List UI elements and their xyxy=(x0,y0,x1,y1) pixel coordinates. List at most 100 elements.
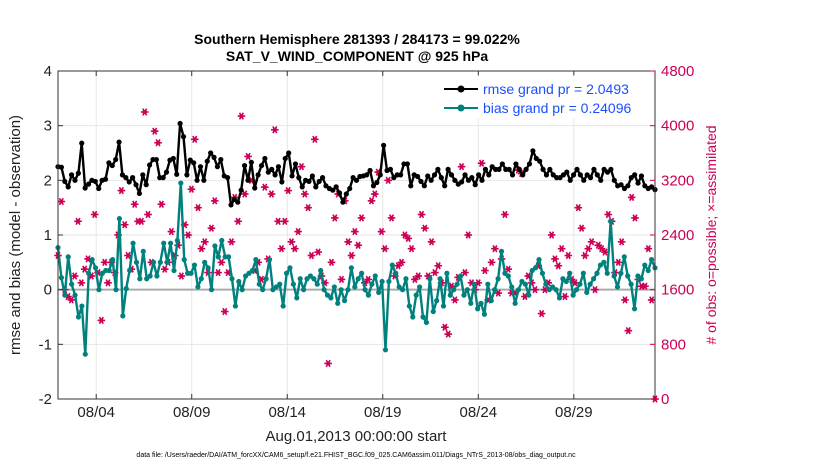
rmse-point xyxy=(476,172,482,178)
bias-point xyxy=(345,287,351,293)
rmse-point xyxy=(79,140,85,146)
rmse-point xyxy=(68,172,75,178)
obs-count-marker xyxy=(631,214,639,222)
rmse-point xyxy=(469,175,475,181)
obs-count-marker xyxy=(644,244,653,253)
bias-point xyxy=(413,292,419,298)
rmse-point xyxy=(364,172,370,178)
obs-count-marker xyxy=(577,224,586,232)
bias-point xyxy=(359,270,365,276)
bias-point xyxy=(181,257,187,263)
bias-point xyxy=(648,257,655,263)
bias-point xyxy=(543,281,549,287)
obs-count-marker xyxy=(210,197,219,205)
bias-point xyxy=(386,278,392,285)
obs-count-marker xyxy=(581,251,589,260)
obs-count-marker xyxy=(344,238,352,246)
bias-point xyxy=(587,281,593,287)
bias-point xyxy=(212,243,218,249)
bias-point xyxy=(379,278,385,285)
bias-point xyxy=(478,300,484,306)
rmse-point xyxy=(353,177,360,183)
bias-point xyxy=(123,285,129,292)
rmse-point xyxy=(262,155,268,162)
x-tick-label: 08/09 xyxy=(173,404,211,421)
rmse-point xyxy=(547,166,553,172)
y-right-tick-label: 4800 xyxy=(661,63,694,80)
obs-count-marker xyxy=(154,139,162,147)
rmse-point xyxy=(62,178,68,185)
bias-point xyxy=(127,267,133,274)
bias-point xyxy=(164,259,170,265)
bias-point xyxy=(331,284,337,290)
obs-count-marker xyxy=(417,210,426,219)
obs-count-marker xyxy=(194,203,202,212)
obs-count-marker xyxy=(120,221,129,229)
bias-point xyxy=(376,289,382,295)
bias-point xyxy=(488,298,494,304)
obs-count-marker xyxy=(150,127,159,135)
rmse-point xyxy=(299,184,305,190)
rmse-point xyxy=(163,169,170,175)
legend: rmse grand pr = 2.0493 bias grand pr = 0… xyxy=(439,75,653,119)
obs-count-marker xyxy=(160,265,169,273)
obs-count-marker xyxy=(547,231,556,239)
obs-count-marker xyxy=(294,227,302,236)
rmse-point xyxy=(130,175,136,181)
bias-point xyxy=(167,240,174,246)
bias-point xyxy=(608,218,614,224)
rmse-point xyxy=(272,172,278,178)
bias-point xyxy=(147,273,153,279)
bias-point xyxy=(611,273,617,279)
obs-count-marker xyxy=(270,126,279,134)
obs-count-marker xyxy=(627,193,636,202)
obs-count-marker xyxy=(591,285,599,294)
obs-count-marker xyxy=(214,268,222,277)
y-tick-label: -2 xyxy=(39,391,52,408)
bias-point xyxy=(481,311,488,317)
bias-point xyxy=(236,278,242,285)
rmse-point xyxy=(319,175,326,181)
rmse-point xyxy=(587,175,594,181)
rmse-point xyxy=(625,183,631,189)
rmse-point xyxy=(58,164,64,170)
obs-count-marker xyxy=(157,200,166,208)
bias-point xyxy=(348,265,354,271)
bias-point xyxy=(69,281,75,287)
obs-count-marker xyxy=(267,190,276,198)
bias-point xyxy=(423,319,430,326)
bias-point xyxy=(294,295,300,301)
obs-count-marker xyxy=(77,279,86,287)
bias-point xyxy=(417,284,423,290)
rmse-point xyxy=(618,182,624,188)
bias-point xyxy=(161,240,167,246)
obs-count-marker xyxy=(427,238,436,246)
rmse-point xyxy=(96,185,102,192)
rmse-point xyxy=(632,172,638,178)
bias-point xyxy=(533,265,539,271)
bias-point xyxy=(133,259,140,265)
bias-point xyxy=(277,281,283,287)
rmse-point xyxy=(526,161,533,167)
rmse-point xyxy=(608,166,614,172)
bias-point xyxy=(75,314,82,320)
bias-point xyxy=(198,276,204,282)
legend-rmse-label: rmse grand pr = 2.0493 xyxy=(483,81,629,97)
obs-count-marker xyxy=(384,176,392,185)
legend-rmse-marker xyxy=(457,85,465,93)
bias-point xyxy=(116,216,123,222)
chart-title: Southern Hemisphere 281393 / 284173 = 99… xyxy=(194,31,520,47)
rmse-point xyxy=(85,181,92,187)
obs-count-marker xyxy=(144,210,152,219)
bias-point xyxy=(505,273,511,279)
bias-point xyxy=(178,180,184,186)
bias-point xyxy=(120,313,126,319)
rmse-point xyxy=(225,175,231,181)
obs-count-marker xyxy=(70,272,79,280)
rmse-point xyxy=(204,158,210,164)
rmse-point xyxy=(174,171,180,177)
obs-count-marker xyxy=(80,265,89,273)
rmse-point xyxy=(509,172,516,178)
obs-count-marker xyxy=(304,203,312,212)
bias-point xyxy=(256,281,262,287)
